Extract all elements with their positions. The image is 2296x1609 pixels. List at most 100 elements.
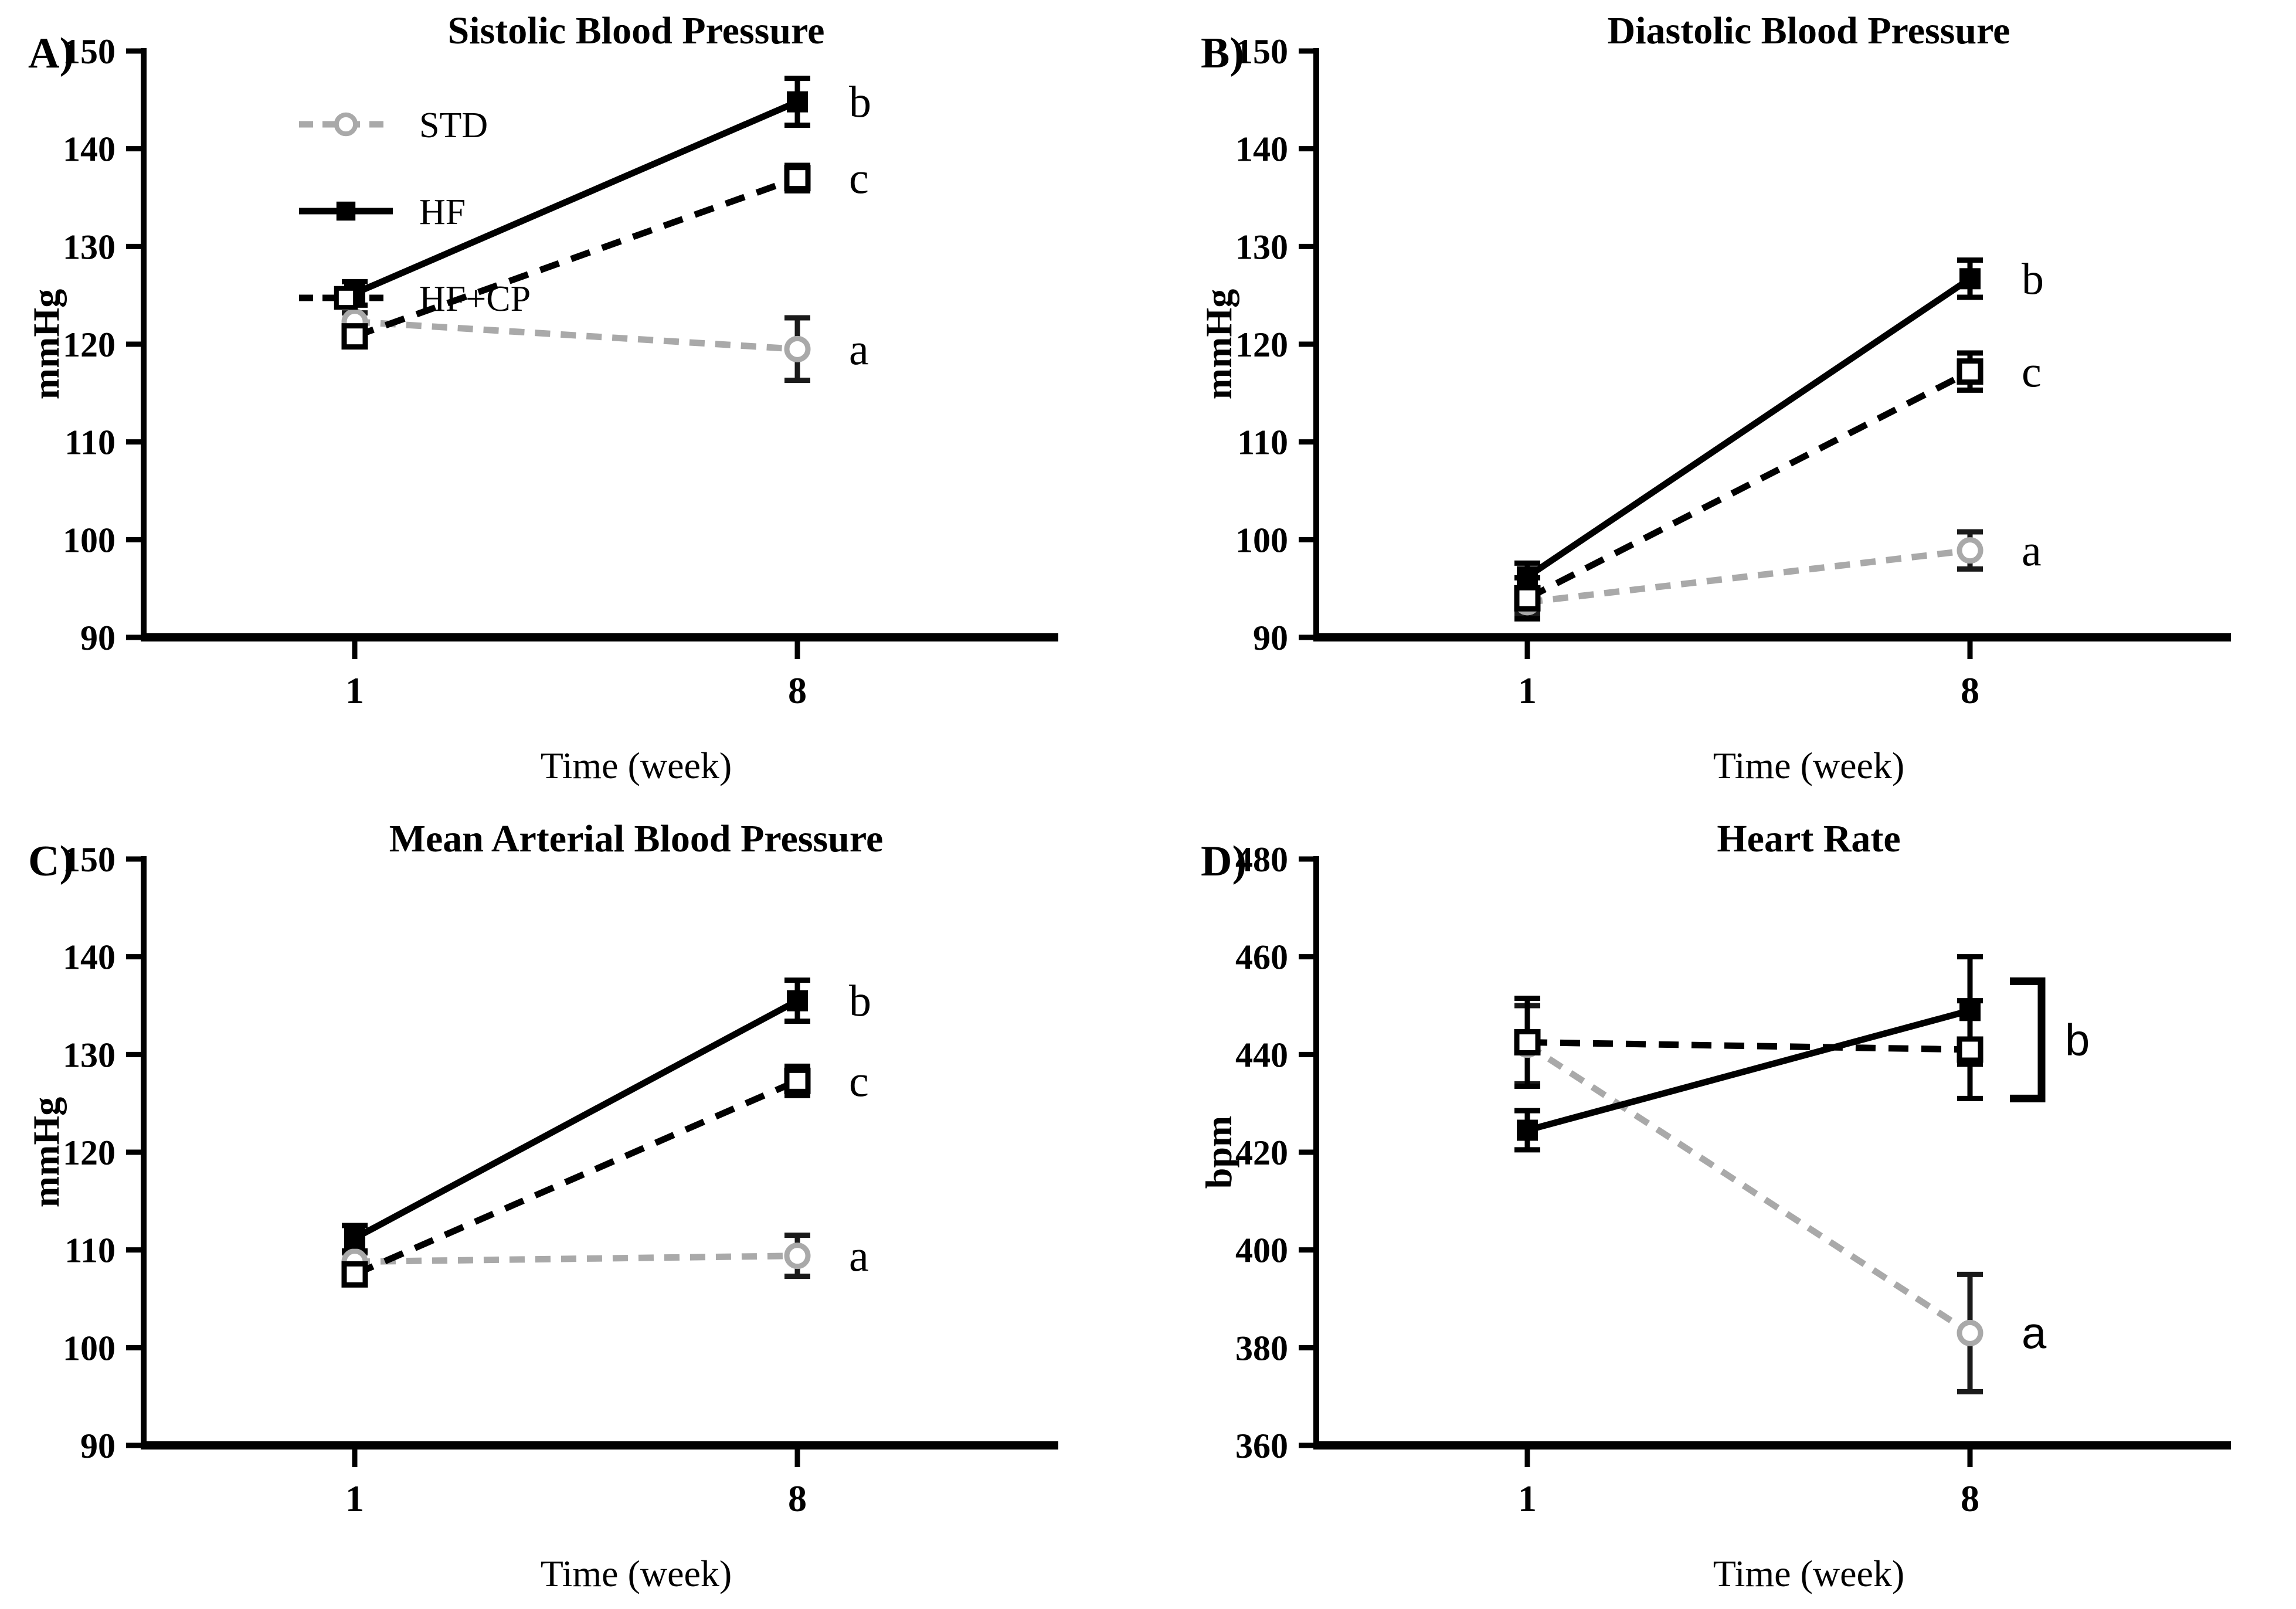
series-HF: [342, 76, 810, 308]
series-line-STD: [354, 318, 798, 352]
panel-letter: C): [28, 837, 74, 885]
series-line-HF: [353, 99, 799, 297]
y-tick-label: 150: [63, 32, 116, 71]
series-markers-HF+CP: [341, 1067, 811, 1288]
series-markers-HF+CP: [341, 165, 811, 350]
axes: [1313, 48, 2231, 641]
y-tick-label: 100: [63, 521, 116, 559]
x-tick-label: 8: [1961, 670, 1979, 711]
x-axis-label: Time (week): [541, 1553, 732, 1594]
panel-letter: A): [28, 29, 74, 77]
series-STD: [342, 310, 810, 383]
y-tick-label: 110: [64, 423, 116, 462]
significance-bracket: [2010, 977, 2046, 1102]
y-axis-label: mmHg: [25, 1097, 67, 1207]
chart-title: Diastolic Blood Pressure: [1608, 9, 2010, 52]
panel-heart-rate: D) Heart Rate 360 380 400 420 440 460 480 1 8 bpm Ti…: [1190, 815, 2281, 1607]
legend-label: HF+CP: [419, 279, 531, 319]
open-square-marker: [784, 165, 811, 192]
series-line-STD: [354, 1252, 798, 1265]
open-square-marker: [1514, 585, 1541, 612]
annotation-b: b: [2022, 254, 2044, 304]
open-circle-marker: [784, 335, 811, 362]
chart-title: Sistolic Blood Pressure: [448, 9, 825, 52]
y-tick-label: 90: [80, 1427, 116, 1465]
series-line-HF: [1525, 276, 1972, 580]
filled-square-marker: [787, 990, 808, 1011]
y-tick-label: 150: [63, 840, 116, 879]
y-tick-label: 120: [1235, 325, 1288, 364]
diastolic-chart-svg: B) Diastolic Blood Pressure 90 100 110 120 130…: [1198, 9, 2231, 786]
legend-label: HF: [419, 192, 466, 232]
series-HF+CP: [1514, 350, 1983, 622]
mean-arterial-chart-svg: C) Mean Arterial Blood Pressure 90 100 110 12…: [25, 817, 1058, 1594]
y-tick-label: 110: [64, 1231, 116, 1270]
series-HF+CP: [1514, 996, 1983, 1101]
annotation-b: b: [849, 977, 871, 1026]
annotation-c: c: [849, 1057, 869, 1106]
y-tick-labels: 360 380 400 420 440 460 480: [1235, 840, 1314, 1465]
annotation-a: a: [2022, 1308, 2047, 1358]
y-axis-label: mmHg: [1198, 289, 1239, 399]
x-axis-label: Time (week): [1713, 1553, 1904, 1594]
annotation-a: a: [849, 325, 869, 374]
legend-item-HF: HF: [299, 192, 466, 232]
filled-square-marker: [787, 91, 808, 113]
series-markers-HF+CP: [1514, 1029, 1983, 1063]
filled-square-marker: [344, 1227, 365, 1249]
annotation-b: b: [849, 78, 871, 127]
series-STD: [1514, 1003, 1983, 1394]
series-HF: [342, 977, 810, 1254]
legend: STD HF HF+CP: [299, 106, 531, 319]
y-tick-label: 130: [1235, 228, 1288, 266]
filled-square-marker: [1517, 1119, 1538, 1141]
legend-item-HF+CP: HF+CP: [299, 279, 531, 319]
y-tick-label: 100: [63, 1329, 116, 1367]
open-square-marker: [1957, 358, 1983, 385]
y-tick-labels: 90 100 110 120 130 140 150: [1235, 32, 1314, 657]
y-tick-label: 150: [1235, 32, 1288, 71]
chart-title: Heart Rate: [1717, 817, 1900, 860]
y-tick-label: 360: [1235, 1427, 1288, 1465]
annotation-a: a: [2022, 527, 2042, 576]
panel-sistolic-blood-pressure: A) Sistolic Blood Pressure 90 100 110 120 130 1…: [18, 7, 1108, 799]
series-line-HF: [1526, 1007, 1971, 1133]
series-line-HF: [353, 997, 799, 1241]
y-axis-label: mmHg: [25, 289, 67, 399]
y-tick-labels: 90 100 110 120 130 140 150: [63, 840, 141, 1465]
series-line-HF+CP: [1526, 368, 1972, 602]
series-STD: [342, 1233, 810, 1279]
open-circle-marker: [334, 112, 358, 137]
x-tick-label: 1: [345, 670, 364, 711]
y-tick-label: 420: [1235, 1133, 1288, 1172]
series-HF+CP: [342, 162, 810, 348]
series-line-HF+CP: [1527, 1039, 1971, 1053]
y-tick-label: 440: [1235, 1036, 1288, 1074]
annotation-a: a: [849, 1232, 869, 1281]
series-line-HF+CP: [353, 1078, 799, 1278]
panel-diastolic-blood-pressure: B) Diastolic Blood Pressure 90 100 110 120 130…: [1190, 7, 2281, 799]
open-square-marker: [784, 1067, 811, 1094]
open-circle-marker: [1957, 1319, 1983, 1346]
y-tick-label: 480: [1235, 840, 1288, 879]
x-tick-label: 1: [1518, 670, 1537, 711]
series-HF: [1514, 257, 1983, 593]
annotation-c: c: [2022, 348, 2042, 397]
open-circle-marker: [1957, 537, 1983, 564]
open-circle-marker: [784, 1243, 811, 1269]
panel-letter: D): [1201, 837, 1247, 885]
axes: [1313, 856, 2231, 1450]
y-tick-label: 120: [63, 1133, 116, 1172]
y-tick-label: 110: [1237, 423, 1288, 462]
open-square-marker: [341, 1261, 368, 1288]
panel-mean-arterial-blood-pressure: C) Mean Arterial Blood Pressure 90 100 110 12…: [18, 815, 1108, 1607]
y-tick-label: 460: [1235, 938, 1288, 977]
filled-square-marker: [336, 201, 356, 221]
series-markers-HF: [344, 990, 808, 1249]
y-axis-label: bpm: [1198, 1116, 1239, 1189]
y-tick-label: 100: [1235, 521, 1288, 559]
